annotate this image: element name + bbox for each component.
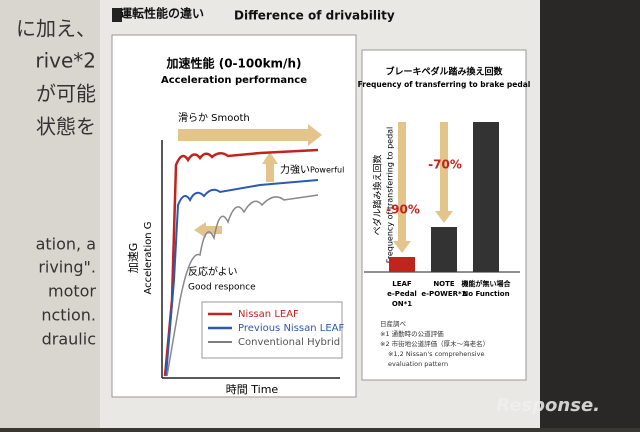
dark-edge <box>540 0 640 428</box>
side-text: が可能 <box>36 82 96 106</box>
bar <box>473 122 499 272</box>
brake-y-ja: ペダル踏み換え回数 <box>372 154 384 235</box>
reduction-arrowhead <box>435 211 453 223</box>
bar-label: e-Pedal <box>387 290 417 298</box>
hybrid-curve <box>166 194 319 377</box>
side-text: 状態を <box>36 115 96 139</box>
bar-label: LEAF <box>392 280 412 288</box>
powerful-en: Powerful <box>310 166 344 175</box>
side-text: nction. <box>41 306 96 325</box>
bar-label: ON*1 <box>392 300 412 308</box>
bar <box>431 227 457 272</box>
smooth-label: 滑らか Smooth <box>178 112 250 124</box>
left-board <box>0 0 100 428</box>
x-label: 時間 Time <box>226 383 279 396</box>
legend-label: Nissan LEAF <box>238 309 299 320</box>
bar-label: No Function <box>462 290 509 298</box>
note: 日産調べ <box>380 319 407 328</box>
side-text: riving". <box>38 258 96 277</box>
legend-label: Previous Nissan LEAF <box>238 323 344 334</box>
side-text: ation, a <box>36 235 96 254</box>
brake-y-en: Frequency of transferring to pedal <box>386 127 395 264</box>
leaf-curve <box>163 148 319 377</box>
side-text: draulic <box>42 330 96 349</box>
prev-leaf-curve <box>165 179 319 377</box>
note: ※1 通勤時の公道評価 <box>380 329 444 338</box>
side-text: motor <box>48 282 96 301</box>
accel-title-en: Acceleration performance <box>161 75 307 86</box>
title-en: Difference of drivability <box>234 9 395 23</box>
title-marker <box>112 8 122 22</box>
bar-label: 機能が無い場合 <box>462 279 512 288</box>
reduction-label: -70% <box>428 158 462 172</box>
note: ※1,2 Nissan's comprehensive <box>388 350 484 358</box>
response-ja: 反応がよい <box>188 265 238 278</box>
response-en: Good responce <box>188 283 256 293</box>
bar-label: NOTE <box>433 280 455 288</box>
legend-label: Conventional Hybrid <box>238 337 340 348</box>
side-text: rive*2 <box>35 49 96 73</box>
y-label-en: Acceleration G <box>143 221 154 294</box>
note: ※2 市街地公道評価（厚木～海老名） <box>380 339 489 348</box>
bar-label: e-POWER*2 <box>421 290 466 298</box>
bar <box>389 257 415 272</box>
reduction-label: -90% <box>386 203 420 217</box>
y-label-ja: 加速G <box>127 243 140 274</box>
note: evaluation pattern <box>388 360 448 368</box>
legend-box <box>201 301 343 359</box>
brake-title-ja: ブレーキペダル踏み換え回数 <box>385 66 503 78</box>
smooth-arrowhead <box>308 124 322 146</box>
accel-title-ja: 加速性能 (0-100km/h) <box>166 56 302 71</box>
reduction-arrowhead <box>393 241 411 253</box>
powerful-arrowhead <box>262 152 278 164</box>
watermark: Response. <box>496 395 600 416</box>
brake-title-en: Frequency of transferring to brake pedal <box>358 80 531 89</box>
powerful-ja: 力強い <box>280 163 310 176</box>
response-arrowhead <box>194 222 206 238</box>
side-text: に加え、 <box>16 17 96 41</box>
title-ja: 運転性能の違い <box>120 6 204 21</box>
